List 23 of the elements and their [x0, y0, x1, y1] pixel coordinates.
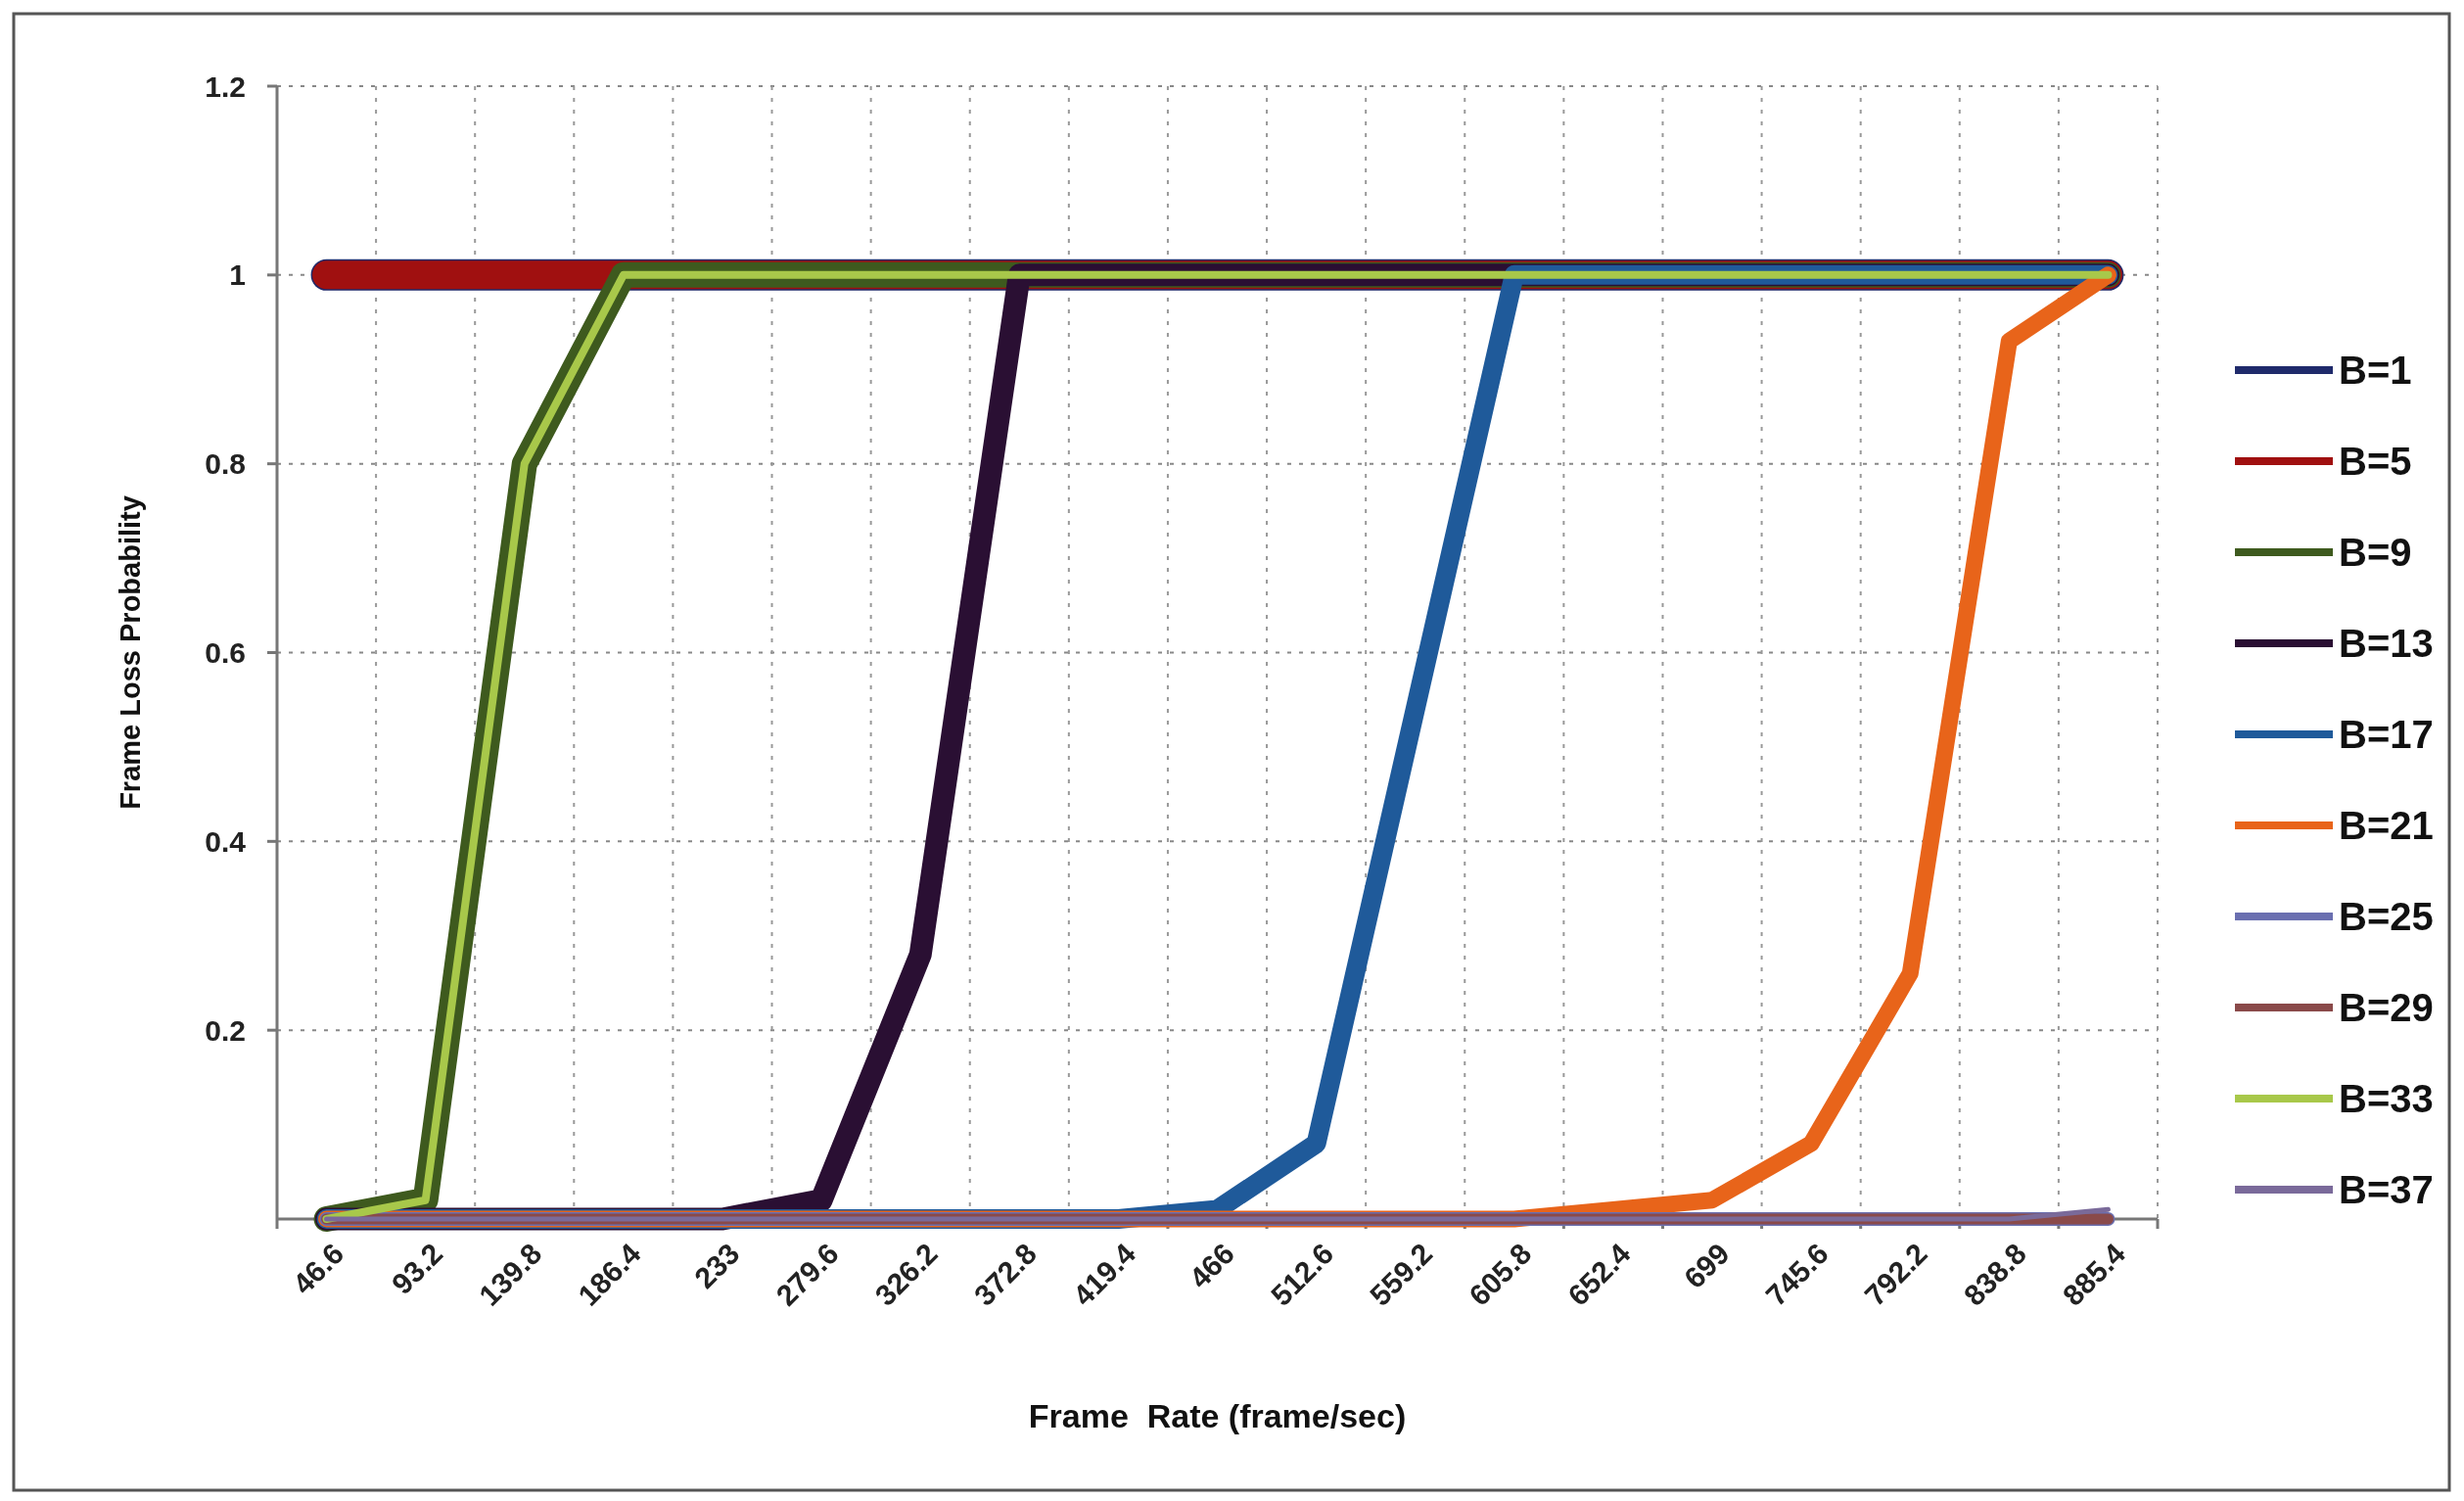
x-tick-label: 466 [1183, 1237, 1241, 1295]
x-tick-label: 699 [1677, 1237, 1736, 1295]
legend-label: B=37 [2339, 1168, 2434, 1211]
x-tick-label: 233 [687, 1237, 746, 1295]
legend-label: B=33 [2339, 1077, 2434, 1120]
x-tick-label: 46.6 [286, 1237, 350, 1300]
legend-label: B=13 [2339, 622, 2434, 665]
y-tick-label: 1 [229, 258, 246, 292]
y-tick-label: 0.6 [205, 636, 246, 669]
y-tick-label: 0.4 [205, 824, 247, 858]
x-tick-label: 93.2 [385, 1237, 449, 1300]
legend-label: B=1 [2339, 349, 2412, 392]
legend-label: B=21 [2339, 804, 2434, 847]
y-tick-label: 0.2 [205, 1013, 246, 1047]
x-axis-title: Frame Rate (frame/sec) [1028, 1397, 1407, 1434]
legend-label: B=9 [2339, 531, 2412, 574]
legend-label: B=25 [2339, 895, 2434, 938]
y-tick-label: 1.2 [205, 70, 246, 103]
legend-label: B=5 [2339, 440, 2412, 483]
legend-label: B=29 [2339, 986, 2434, 1029]
y-axis-title: Frame Loss Probability [115, 495, 146, 810]
legend-label: B=17 [2339, 713, 2434, 756]
y-tick-label: 0.8 [205, 447, 246, 481]
